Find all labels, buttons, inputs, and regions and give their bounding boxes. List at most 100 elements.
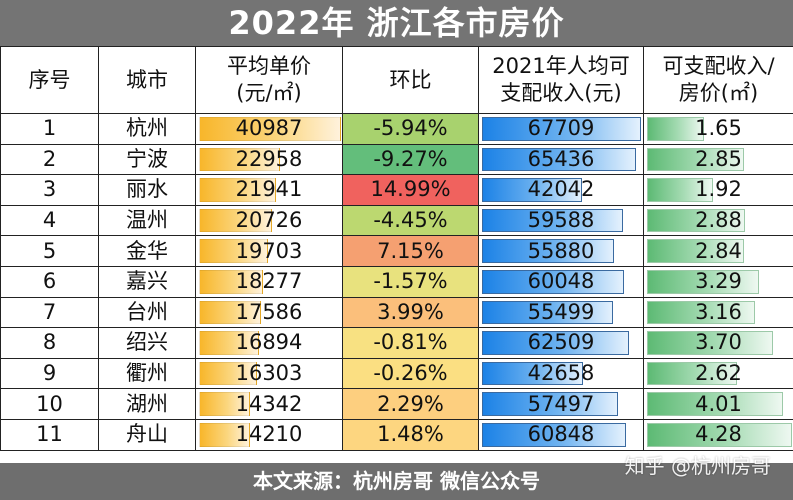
cell-ratio: 3.29 xyxy=(643,265,793,298)
cell-price: 40987 xyxy=(195,113,343,145)
cell-city: 金华 xyxy=(98,235,196,267)
cell-price: 16894 xyxy=(195,327,343,359)
cell-ratio: 3.16 xyxy=(643,296,793,329)
header-price: 平均单价 (元/㎡) xyxy=(195,46,343,114)
page-title: 2022年 浙江各市房价 xyxy=(0,0,793,46)
ratio-value: 2.85 xyxy=(695,146,742,171)
cell-price: 14342 xyxy=(195,388,343,420)
price-databar xyxy=(199,208,272,233)
ratio-databar xyxy=(647,331,773,355)
ratio-databar xyxy=(647,269,759,294)
price-value: 20726 xyxy=(235,208,303,233)
cell-income: 59588 xyxy=(478,204,644,237)
mom-value: -0.26% xyxy=(373,361,448,386)
cell-price: 22958 xyxy=(195,143,343,176)
ratio-value: 2.62 xyxy=(695,361,742,386)
cell-income: 55499 xyxy=(478,296,644,329)
price-value: 19703 xyxy=(235,238,303,263)
price-value: 22958 xyxy=(235,146,303,171)
price-value: 17586 xyxy=(235,299,303,324)
cell-index: 4 xyxy=(0,204,99,237)
table-row: 11 舟山 14210 1.48% 60848 4.28 xyxy=(0,418,793,451)
price-value: 14210 xyxy=(235,422,303,447)
income-databar xyxy=(482,392,618,416)
price-databar xyxy=(199,269,264,294)
cell-income: 42658 xyxy=(478,357,644,390)
price-databar xyxy=(199,147,280,172)
income-databar xyxy=(482,300,614,325)
ratio-databar xyxy=(647,117,705,141)
header-ratio-line2: 房价(㎡) xyxy=(678,81,759,105)
cell-city: 绍兴 xyxy=(98,327,196,359)
cell-ratio: 1.92 xyxy=(643,174,793,206)
cell-mom: 14.99% xyxy=(342,174,479,206)
cell-income: 60048 xyxy=(478,265,644,298)
ratio-databar xyxy=(647,208,746,233)
price-databar xyxy=(199,178,277,202)
mom-value: 2.29% xyxy=(377,391,444,416)
ratio-databar xyxy=(647,239,744,263)
cell-price: 19703 xyxy=(195,235,343,267)
cell-index: 8 xyxy=(0,327,99,359)
cell-index: 3 xyxy=(0,174,99,206)
income-value: 62509 xyxy=(527,330,595,355)
price-databar xyxy=(199,392,251,416)
cell-mom: -0.26% xyxy=(342,357,479,390)
cell-price: 16303 xyxy=(195,357,343,390)
income-databar xyxy=(482,239,614,263)
price-databar xyxy=(199,117,342,141)
cell-city: 舟山 xyxy=(98,418,196,451)
income-databar xyxy=(482,361,584,386)
cell-price: 14210 xyxy=(195,418,343,451)
cell-price: 21941 xyxy=(195,174,343,206)
table-row: 8 绍兴 16894 -0.81% 62509 3.70 xyxy=(0,327,793,359)
cell-mom: 1.48% xyxy=(342,418,479,451)
header-price-line2: (元/㎡) xyxy=(236,81,302,105)
cell-income: 55880 xyxy=(478,235,644,267)
ratio-databar xyxy=(647,392,783,416)
mom-value: 3.99% xyxy=(377,299,444,324)
cell-income: 60848 xyxy=(478,418,644,451)
cell-city: 丽水 xyxy=(98,174,196,206)
price-value: 14342 xyxy=(235,391,303,416)
ratio-value: 2.88 xyxy=(695,208,742,233)
price-value: 16894 xyxy=(235,330,303,355)
cell-ratio: 1.65 xyxy=(643,113,793,145)
cell-city: 嘉兴 xyxy=(98,265,196,298)
footer-source: 本文来源：杭州房哥 微信公众号 xyxy=(253,469,540,493)
income-value: 55880 xyxy=(527,238,595,263)
cell-index: 7 xyxy=(0,296,99,329)
header-row: 序号 城市 平均单价 (元/㎡) 环比 2021年人均可 支配收入(元) 可支配收入… xyxy=(0,46,793,114)
price-value: 16303 xyxy=(235,361,303,386)
cell-ratio: 3.70 xyxy=(643,327,793,359)
cell-index: 11 xyxy=(0,418,99,451)
cell-index: 10 xyxy=(0,388,99,420)
cell-index: 9 xyxy=(0,357,99,390)
ratio-value: 4.28 xyxy=(695,422,742,447)
income-value: 60848 xyxy=(527,422,595,447)
price-value: 40987 xyxy=(235,116,303,141)
cell-city: 温州 xyxy=(98,204,196,237)
cell-city: 湖州 xyxy=(98,388,196,420)
ratio-value: 1.65 xyxy=(695,116,742,141)
header-income: 2021年人均可 支配收入(元) xyxy=(478,46,644,114)
table-row: 5 金华 19703 7.15% 55880 2.84 xyxy=(0,235,793,267)
mom-value: 1.48% xyxy=(377,422,444,447)
watermark: 知乎 @杭州房哥 xyxy=(624,454,771,478)
price-value: 18277 xyxy=(235,269,303,294)
cell-income: 65436 xyxy=(478,143,644,176)
header-mom: 环比 xyxy=(342,46,479,114)
cell-city: 台州 xyxy=(98,296,196,329)
mom-value: -9.27% xyxy=(373,146,448,171)
table-row: 4 温州 20726 -4.45% 59588 2.88 xyxy=(0,204,793,237)
cell-index: 5 xyxy=(0,235,99,267)
income-databar xyxy=(482,147,637,172)
cell-ratio: 4.01 xyxy=(643,388,793,420)
mom-value: -5.94% xyxy=(373,116,448,141)
cell-mom: -1.57% xyxy=(342,265,479,298)
cell-price: 17586 xyxy=(195,296,343,329)
income-value: 67709 xyxy=(527,116,595,141)
cell-mom: 3.99% xyxy=(342,296,479,329)
ratio-value: 2.84 xyxy=(695,238,742,263)
mom-value: 14.99% xyxy=(370,177,451,202)
